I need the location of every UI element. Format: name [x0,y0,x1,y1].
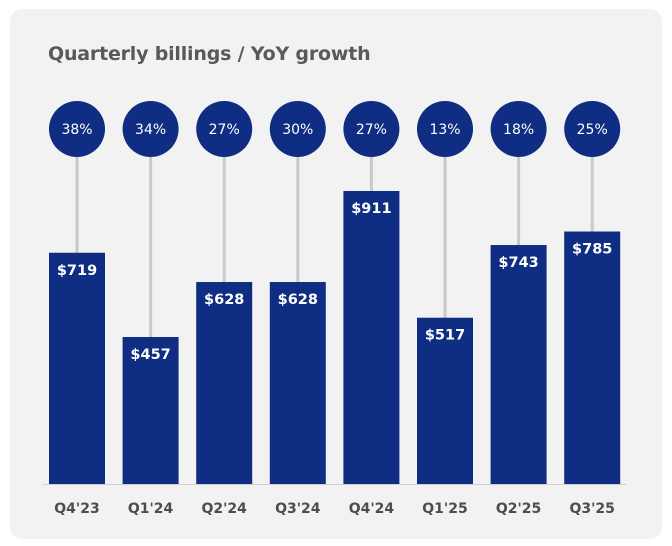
bar-value-label: $719 [57,263,97,279]
x-tick-label: Q2'25 [496,501,541,517]
growth-bubble [49,101,105,157]
stems-layer [75,157,594,338]
bar-value-label: $911 [351,201,391,217]
bar-value-label: $785 [572,242,612,258]
growth-bubbles-layer: 38% 34% 27% 30% 27% 13% 18% 25% [49,101,621,157]
growth-label: 18% [503,122,534,138]
growth-bubble [417,101,473,157]
x-tick-label: Q1'24 [128,501,174,517]
bar [564,231,621,484]
bar [269,282,326,484]
x-tick-label: Q4'23 [54,501,99,517]
x-tick-label: Q4'24 [349,501,395,517]
growth-label: 25% [577,122,608,138]
bar-value-label: $517 [425,328,465,344]
growth-label: 13% [429,122,460,138]
growth-bubble [196,101,253,157]
x-tick-label: Q1'25 [422,501,467,517]
bar [417,317,473,484]
x-tick-label: Q2'24 [201,501,247,517]
bar-value-label: $743 [498,255,538,271]
growth-bubble [269,101,326,157]
growth-label: 38% [61,122,92,138]
growth-bubble [564,101,621,157]
growth-bubble [122,101,179,157]
bar [122,337,179,484]
bar-value-label: $628 [278,292,318,308]
growth-label: 27% [209,122,240,138]
chart-card: Quarterly billings / YoY growth [10,9,662,539]
x-axis: Q4'23 Q1'24 Q2'24 Q3'24 Q4'24 Q1'25 Q2'25 Q3'25 [43,484,627,517]
chart-title: Quarterly billings / YoY growth [48,43,371,65]
x-tick-label: Q3'24 [275,501,321,517]
bar [49,252,105,484]
bar-value-label: $457 [130,347,170,363]
bar-value-label: $628 [204,292,244,308]
growth-bubble [490,101,547,157]
bar [343,191,400,484]
x-tick-label: Q3'25 [569,501,614,517]
growth-bubble [343,101,400,157]
growth-label: 34% [135,122,166,138]
growth-label: 30% [282,122,313,138]
bar [490,245,547,484]
bars-layer: $719 $457 $628 $628 $911 $517 $743 $785 [49,191,621,484]
bar [196,282,253,484]
growth-label: 27% [356,122,387,138]
